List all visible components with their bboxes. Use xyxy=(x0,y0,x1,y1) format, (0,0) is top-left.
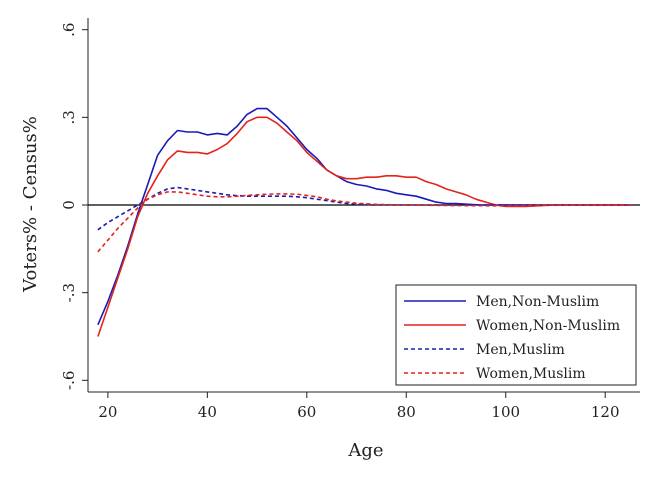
legend-box xyxy=(395,284,637,386)
x-tick-label: 120 xyxy=(591,403,620,421)
y-ticks: -.6 -.3 0 .3 .6 xyxy=(60,23,88,390)
y-tick-label: -.3 xyxy=(60,283,78,302)
x-axis-title: Age xyxy=(347,440,383,461)
x-tick-label: 60 xyxy=(297,403,316,421)
series-line-3 xyxy=(97,191,631,253)
series-line-1 xyxy=(97,116,631,337)
legend-label-2: Men,Muslim xyxy=(476,342,565,358)
y-axis-title: Voters% - Census% xyxy=(20,116,41,293)
plot-area: 20 40 60 80 100 120 -.6 -.3 0 .3 .6 xyxy=(60,18,640,421)
series-group xyxy=(97,107,631,337)
x-tick-label: 80 xyxy=(397,403,416,421)
series-line-2 xyxy=(97,186,631,231)
y-tick-label: -.6 xyxy=(60,371,78,390)
legend-label-0: Men,Non-Muslim xyxy=(476,294,599,310)
legend: Men,Non-Muslim Women,Non-Muslim Men,Muslim… xyxy=(395,284,637,386)
x-tick-label: 40 xyxy=(198,403,217,421)
y-tick-label: .6 xyxy=(60,23,78,37)
legend-label-3: Women,Muslim xyxy=(476,366,586,382)
y-tick-label: .3 xyxy=(60,110,78,124)
x-ticks: 20 40 60 80 100 120 xyxy=(98,392,620,421)
series-line-0 xyxy=(97,107,631,326)
x-tick-label: 100 xyxy=(491,403,520,421)
y-tick-label: 0 xyxy=(60,200,78,210)
x-tick-label: 20 xyxy=(98,403,117,421)
legend-label-1: Women,Non-Muslim xyxy=(476,318,620,334)
